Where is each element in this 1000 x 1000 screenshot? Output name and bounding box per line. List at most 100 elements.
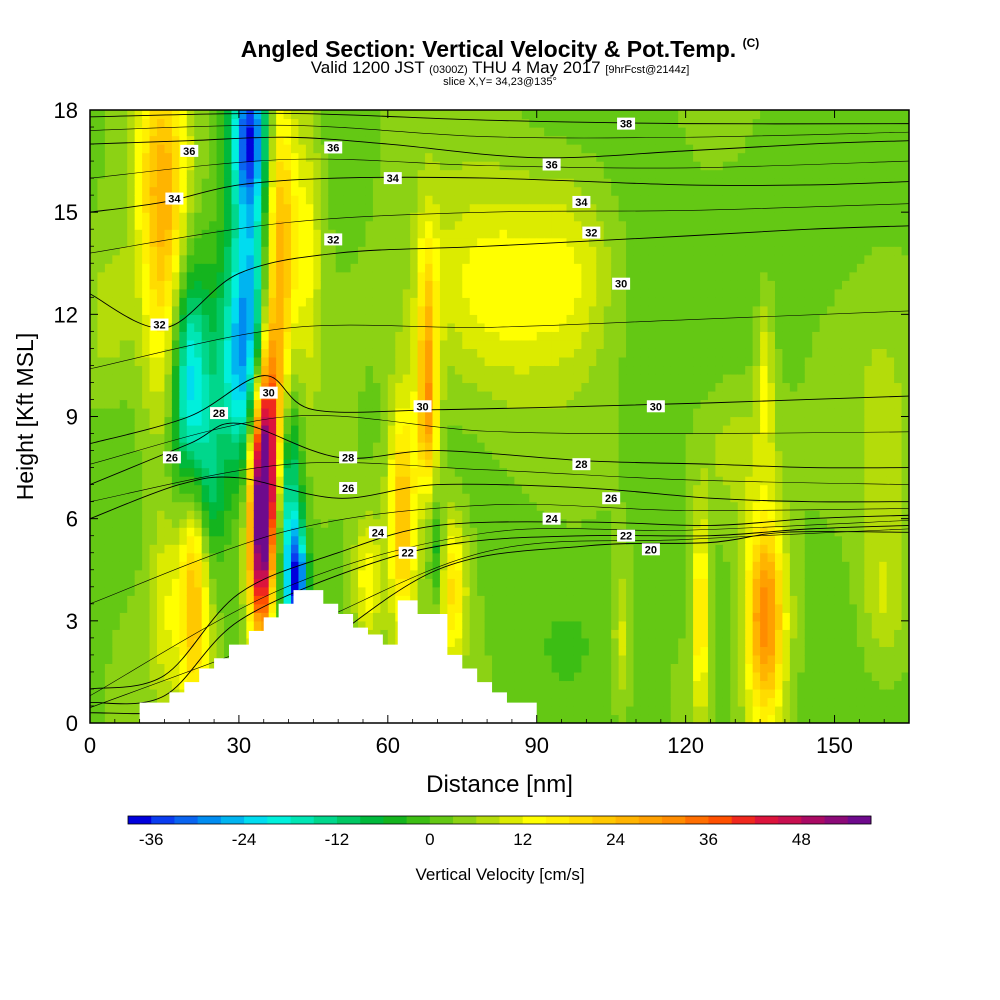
velocity-cell <box>395 373 404 384</box>
velocity-cell <box>499 680 508 690</box>
velocity-cell <box>313 263 322 273</box>
velocity-cell <box>171 578 180 588</box>
velocity-cell <box>246 544 255 554</box>
velocity-cell <box>506 467 515 477</box>
velocity-cell <box>328 518 337 528</box>
velocity-cell <box>231 382 240 392</box>
velocity-cell <box>514 467 523 477</box>
velocity-cell <box>231 450 240 460</box>
velocity-cell <box>201 348 210 358</box>
velocity-cell <box>477 544 486 554</box>
velocity-cell <box>477 246 486 256</box>
velocity-cell <box>521 203 530 213</box>
velocity-cell <box>238 271 247 281</box>
velocity-cell <box>544 654 553 665</box>
velocity-cell <box>372 450 381 460</box>
velocity-cell <box>313 348 322 358</box>
velocity-cell <box>97 322 106 332</box>
velocity-cell <box>358 152 367 162</box>
velocity-cell <box>142 637 151 647</box>
velocity-cell <box>410 416 419 426</box>
velocity-cell <box>447 544 456 554</box>
velocity-cell <box>186 390 195 401</box>
velocity-cell <box>551 637 560 647</box>
velocity-cell <box>328 127 337 137</box>
velocity-cell <box>186 569 195 579</box>
velocity-cell <box>439 425 448 435</box>
velocity-cell <box>104 637 113 647</box>
velocity-cell <box>298 425 307 435</box>
velocity-cell <box>581 552 590 562</box>
velocity-cell <box>484 263 493 273</box>
velocity-cell <box>469 152 478 162</box>
velocity-cell <box>253 280 262 290</box>
velocity-cell <box>492 127 501 137</box>
velocity-cell <box>179 484 188 494</box>
velocity-cell <box>343 586 352 596</box>
velocity-cell <box>506 629 515 639</box>
velocity-cell <box>462 390 471 401</box>
velocity-cell <box>521 305 530 315</box>
velocity-cell <box>231 339 240 349</box>
velocity-cell <box>268 603 277 613</box>
velocity-cell <box>425 365 434 375</box>
velocity-cell <box>402 518 411 528</box>
velocity-cell <box>529 195 538 205</box>
velocity-cell <box>439 331 448 341</box>
velocity-cell <box>469 603 478 613</box>
velocity-cell <box>186 476 195 486</box>
velocity-cell <box>335 212 344 222</box>
velocity-cell <box>536 535 545 545</box>
velocity-cell <box>469 169 478 179</box>
velocity-cell <box>194 254 203 264</box>
velocity-cell <box>276 373 285 384</box>
velocity-cell <box>238 212 247 222</box>
velocity-cell <box>462 637 471 647</box>
velocity-cell <box>343 476 352 486</box>
velocity-cell <box>127 212 136 222</box>
velocity-cell <box>179 535 188 545</box>
velocity-cell <box>320 518 329 528</box>
velocity-cell <box>447 229 456 239</box>
velocity-cell <box>521 663 530 673</box>
velocity-cell <box>179 331 188 341</box>
velocity-cell <box>521 459 530 469</box>
velocity-cell <box>283 263 292 273</box>
velocity-cell <box>477 195 486 205</box>
velocity-cell <box>559 493 568 503</box>
velocity-cell <box>417 569 426 579</box>
velocity-cell <box>90 654 99 665</box>
velocity-cell <box>119 186 128 196</box>
velocity-cell <box>276 212 285 222</box>
velocity-cell <box>224 561 233 571</box>
velocity-cell <box>551 271 560 281</box>
velocity-cell <box>90 612 99 622</box>
velocity-cell <box>268 144 277 154</box>
velocity-cell <box>536 288 545 298</box>
velocity-cell <box>268 399 277 409</box>
velocity-cell <box>358 467 367 477</box>
velocity-cell <box>171 331 180 341</box>
velocity-cell <box>157 390 166 401</box>
velocity-cell <box>171 271 180 281</box>
velocity-cell <box>328 331 337 341</box>
velocity-cell <box>283 152 292 162</box>
velocity-cell <box>462 356 471 367</box>
velocity-cell <box>90 442 99 452</box>
velocity-cell <box>447 135 456 145</box>
velocity-cell <box>261 195 270 205</box>
velocity-cell <box>291 356 300 367</box>
velocity-cell <box>432 373 441 384</box>
velocity-cell <box>395 348 404 358</box>
velocity-cell <box>261 263 270 273</box>
velocity-cell <box>395 203 404 213</box>
velocity-cell <box>477 407 486 418</box>
velocity-cell <box>164 348 173 358</box>
velocity-cell <box>566 348 575 358</box>
velocity-cell <box>268 561 277 571</box>
velocity-cell <box>97 237 106 247</box>
velocity-cell <box>499 527 508 537</box>
velocity-cell <box>559 356 568 367</box>
velocity-cell <box>462 382 471 392</box>
velocity-cell <box>536 161 545 171</box>
